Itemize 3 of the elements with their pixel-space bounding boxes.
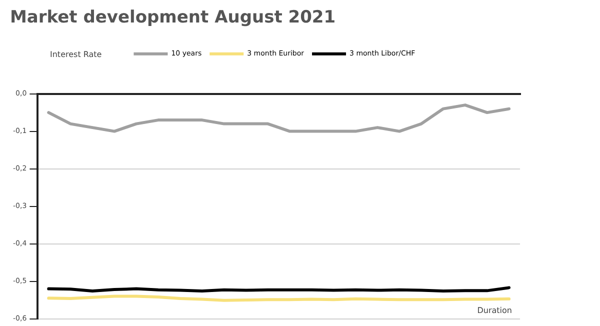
x-axis-title: Duration xyxy=(477,306,512,315)
y-axis-title: Interest Rate xyxy=(50,50,102,59)
chart-title: Market development August 2021 xyxy=(10,8,336,28)
